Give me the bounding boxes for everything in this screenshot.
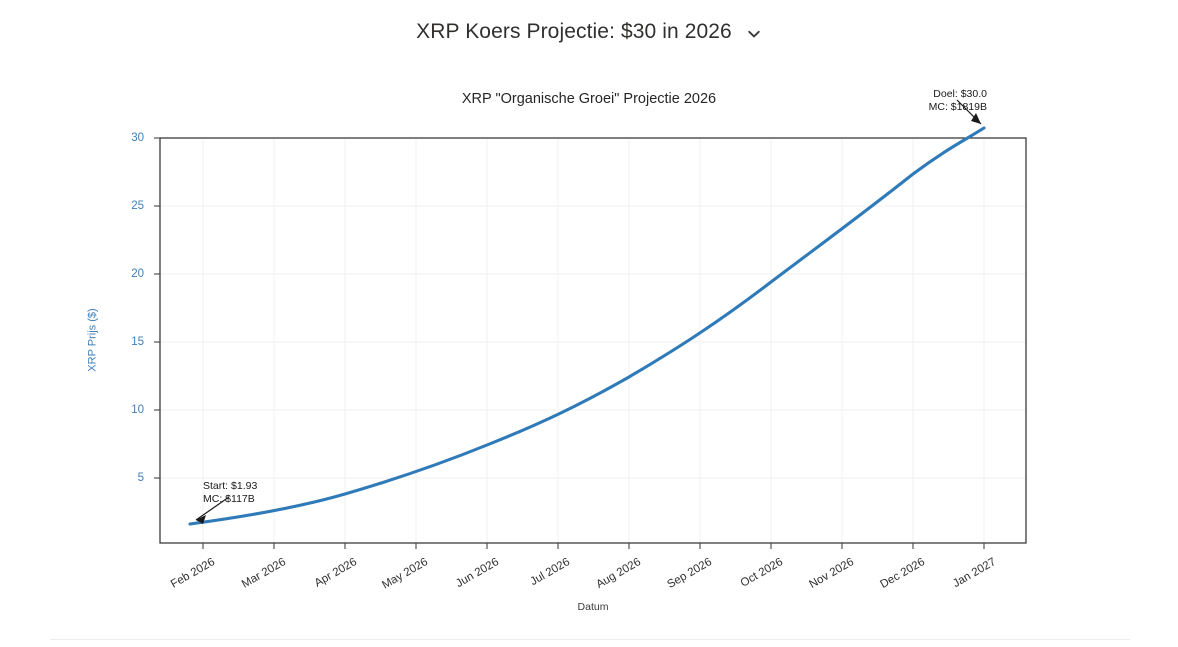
start-annotation-marketcap: MC: $117B [203,492,255,505]
x-tick-marks [202,543,985,549]
price-projection-line [188,126,986,526]
grid-horizontal [160,137,1026,479]
plot-frame [159,137,1027,544]
y-tick-label-25: 25 [131,200,144,212]
x-axis-label: Datum [577,601,609,613]
y-tick-label-5: 5 [137,472,144,484]
target-annotation-price: Doel: $30.0 [933,88,987,100]
start-annotation-arrow [195,496,230,524]
bottom-divider [50,639,1130,640]
target-annotation: Doel: $30.0 MC: $1819B [862,88,987,113]
chevron-down-icon[interactable] [746,26,762,42]
target-annotation-arrow [956,99,982,125]
chart-title: XRP "Organische Groei" Projectie 2026 [461,91,717,107]
grid-vertical [202,138,985,543]
plot-background [160,138,1026,543]
y-tick-label-30: 30 [131,132,144,144]
y-axis-label: XRP Prijs ($) [86,308,99,372]
chart-figure: XRP "Organische Groei" Projectie 2026 [0,64,1178,624]
start-annotation-price: Start: $1.93 [203,480,258,492]
y-tick-marks [154,137,160,479]
chart-plot-area [154,99,1027,549]
target-annotation-marketcap: MC: $1819B [928,100,987,113]
y-tick-label-15: 15 [131,336,144,348]
start-annotation: Start: $1.93 MC: $117B [203,480,257,505]
y-tick-label-20: 20 [131,268,144,280]
y-tick-label-10: 10 [131,404,144,416]
page-header: XRP Koers Projectie: $30 in 2026 [0,0,1178,64]
page-title: XRP Koers Projectie: $30 in 2026 [416,20,732,43]
